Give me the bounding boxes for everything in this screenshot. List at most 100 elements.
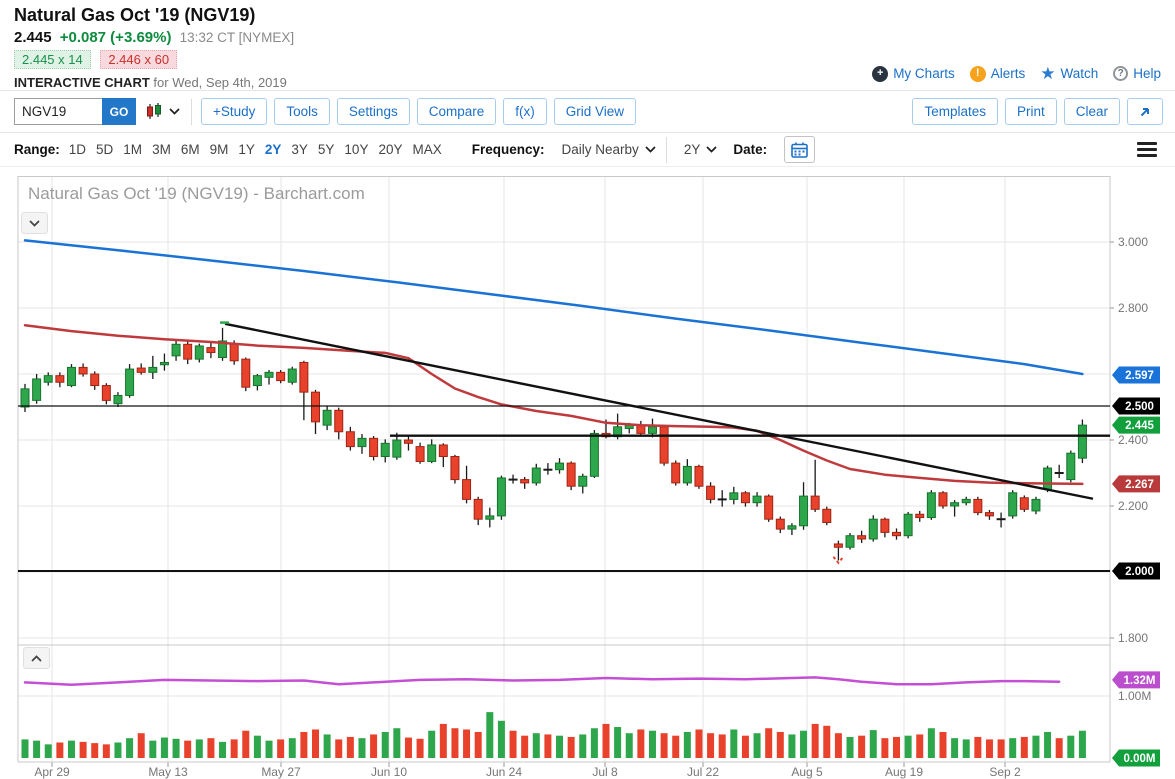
star-icon: ★ [1040,64,1056,83]
range-option-3y[interactable]: 3Y [291,142,308,157]
volume-bar [1055,738,1063,758]
toolbar-button-f-x[interactable]: f(x) [503,98,547,125]
collapse-price-pane-button[interactable] [21,212,48,234]
volume-bar [776,731,784,758]
candle-body [1019,497,1029,510]
candle-body [1031,498,1041,512]
range-option-2y[interactable]: 2Y [264,142,282,157]
range-divider [665,136,667,163]
bid-ask-row: 2.445 x 14 2.446 x 60 [14,50,1175,69]
toolbar-button-compare[interactable]: Compare [416,98,497,125]
range-option-9m[interactable]: 9M [209,142,229,157]
trendline-anchor [220,321,229,324]
chart-type-selector[interactable] [146,103,180,120]
range-option-max[interactable]: MAX [412,142,442,157]
candle-body [938,492,948,507]
range-option-20y[interactable]: 20Y [378,142,403,157]
volume-bar [358,738,366,758]
toolbar-button-settings[interactable]: Settings [336,98,410,125]
volume-bar [56,742,64,758]
range-option-1y[interactable]: 1Y [238,142,255,157]
volume-zero-badge-label: 0.00M [1124,753,1156,765]
volume-bar [939,731,947,758]
price-axis-label: 2.400 [1118,433,1148,447]
help-link[interactable]: ? Help [1113,66,1161,81]
frequency-dropdown[interactable]: Daily Nearby [562,142,656,157]
range-option-1m[interactable]: 1M [123,142,143,157]
candle-body [159,361,169,366]
watch-link[interactable]: ★ Watch [1040,65,1098,82]
volume-bar [428,730,436,758]
last-price: 2.445 [14,29,52,46]
hline-2000-badge-label: 2.000 [1125,566,1154,578]
toolbar-button-templates[interactable]: Templates [912,98,998,125]
range-option-3m[interactable]: 3M [152,142,171,157]
candle-body [694,465,704,487]
symbol-input[interactable] [14,98,102,125]
range-option-5d[interactable]: 5D [96,142,114,157]
help-label: Help [1133,66,1161,81]
candle-body [462,479,472,500]
period-dropdown[interactable]: 2Y [684,142,718,157]
candle-body [659,426,669,464]
volume-bar [184,740,192,758]
x-axis-label: Jul 8 [592,765,618,779]
volume-bar [579,734,587,758]
candle-body [1066,452,1076,481]
volume-bar [33,740,41,758]
volume-bar [602,723,610,758]
toolbar-button-grid-view[interactable]: Grid View [553,98,637,125]
volume-axis-label: 1.00M [1118,689,1151,703]
volume-bar [67,740,75,758]
candle-body [915,513,925,519]
candle-body [671,462,681,484]
volume-bar [1020,736,1028,758]
candle-body [950,502,960,507]
help-icon: ? [1113,66,1129,81]
ma-long-value-badge [1112,366,1160,384]
volume-bar [741,735,749,758]
volume-bar [219,741,227,758]
chevron-up-icon [31,654,42,661]
candle-body [125,368,135,396]
candle-body [647,426,657,434]
alerts-label: Alerts [990,66,1026,81]
candle-body [845,535,855,548]
volume-bar [335,739,343,758]
candle-body [427,444,437,462]
watch-label: Watch [1060,66,1099,81]
x-axis-label: Aug 19 [885,765,923,779]
toolbar-button-clear[interactable]: Clear [1063,98,1120,125]
candle-body [555,462,565,471]
candle-body [833,543,843,548]
price-chart[interactable]: Apr 29 May 13 May 27 Jun 10 Jun 24 Jul 8 Jul 2… [0,176,1175,779]
expand-chart-button[interactable] [1127,98,1163,125]
range-option-5y[interactable]: 5Y [317,142,335,157]
volume-bar [102,744,110,758]
date-picker-button[interactable] [784,136,816,163]
volume-bar [439,723,447,758]
range-option-10y[interactable]: 10Y [344,142,369,157]
range-option-1d[interactable]: 1D [68,142,87,157]
frequency-group: Frequency: Daily Nearby 2Y Date: [472,136,816,163]
expand-volume-pane-button[interactable] [23,647,50,669]
menu-icon[interactable] [1137,139,1157,160]
volume-bar [869,730,877,758]
toolbar-button-study[interactable]: +Study [201,98,268,125]
toolbar-button-tools[interactable]: Tools [274,98,330,125]
candle-body [415,446,425,462]
volume-bar [962,739,970,758]
go-button[interactable]: GO [102,98,136,125]
range-option-6m[interactable]: 6M [180,142,200,157]
x-axis-label: May 27 [261,765,301,779]
alerts-link[interactable]: ! Alerts [969,65,1026,82]
volume-bar [509,730,517,758]
candle-body [369,437,379,458]
volume-bar [590,728,598,758]
range-bar: Range: 1D 5D 1M 3M 6M 9M 1Y 2Y 3Y 5Y 10Y 20Y MAX Fre… [0,133,1175,167]
toolbar-button-print[interactable]: Print [1004,98,1057,125]
my-charts-link[interactable]: + My Charts [872,65,955,82]
chevron-down-icon [706,146,717,153]
candle-body [775,518,785,530]
